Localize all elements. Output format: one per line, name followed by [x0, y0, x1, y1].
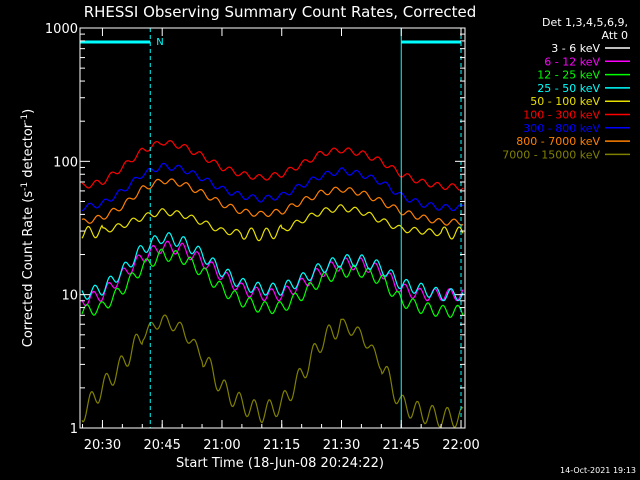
series-layer	[81, 139, 464, 428]
attenuator-label: Att 0	[602, 29, 628, 42]
y-axis-label-main: Corrected Count Rate (s	[21, 191, 36, 348]
x-axis-label: Start Time (18-Jun-08 20:24:22)	[176, 456, 384, 471]
y-axis-label-superscript-1: -1	[20, 182, 30, 191]
x-tick-label-5: 21:30	[323, 438, 360, 453]
x-tick-label-1: 20:30	[84, 438, 121, 453]
legend-label-5: 50 - 100 keV	[530, 95, 600, 108]
plot-frame	[79, 27, 466, 429]
series-line-9	[81, 314, 464, 428]
y-axis-label-superscript-2: -1	[20, 114, 30, 123]
series-line-7	[81, 162, 464, 212]
series-line-5	[81, 204, 464, 242]
legend-label-8: 800 - 7000 keV	[516, 135, 600, 148]
chart-title: RHESSI Observing Summary Count Rates, Co…	[84, 3, 477, 21]
y-axis-label-middle: detector	[21, 122, 36, 182]
legend-label-9: 7000 - 15000 keV	[502, 148, 600, 161]
x-axis: 20:30 20:45 21:00 21:15 21:30 21:45 22:00	[82, 28, 480, 453]
series-line-8	[81, 178, 464, 226]
legend-label-1: 3 - 6 keV	[551, 42, 600, 55]
plot-timestamp: 14-Oct-2021 19:13	[560, 466, 636, 475]
legend-label-3: 12 - 25 keV	[537, 69, 600, 82]
x-tick-label-7: 22:00	[442, 438, 479, 453]
x-tick-label-6: 21:45	[383, 438, 420, 453]
legend-label-4: 25 - 50 keV	[537, 82, 600, 95]
y-tick-label-1: 1	[70, 422, 78, 437]
y-axis-label: Corrected Count Rate (s-1 detector-1)	[20, 109, 36, 347]
detectors-label: Det 1,3,4,5,6,9,	[542, 16, 628, 29]
y-axis-label-tail: )	[21, 109, 36, 114]
series-line-6	[81, 139, 464, 191]
y-tick-label-4: 1000	[45, 22, 78, 37]
series-line-2	[81, 240, 464, 307]
y-tick-label-3: 100	[53, 155, 78, 170]
y-axis: 1 10 100 1000	[45, 22, 465, 437]
legend-label-7: 300 - 800 keV	[523, 122, 600, 135]
y-tick-label-2: 10	[61, 289, 78, 304]
x-tick-label-2: 20:45	[143, 438, 180, 453]
x-tick-label-4: 21:15	[263, 438, 300, 453]
night-marker-label-1: N	[156, 37, 163, 48]
x-tick-label-3: 21:00	[203, 438, 240, 453]
series-line-3	[81, 248, 464, 318]
series-line-4	[81, 232, 464, 302]
legend-label-6: 100 - 300 keV	[523, 109, 600, 122]
legend-label-2: 6 - 12 keV	[544, 55, 600, 68]
series-line-1	[81, 262, 464, 351]
